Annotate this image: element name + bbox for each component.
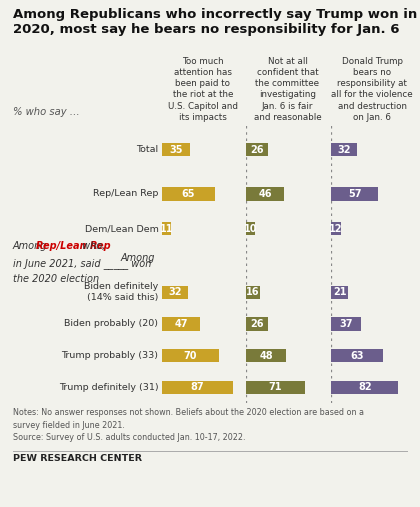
Text: 46: 46	[259, 189, 272, 199]
Text: 63: 63	[350, 350, 364, 360]
Text: 12: 12	[329, 224, 343, 234]
Bar	[247, 349, 286, 362]
Text: 71: 71	[269, 382, 282, 392]
Bar	[247, 143, 268, 156]
Text: 16: 16	[246, 287, 260, 297]
Text: Among Republicans who incorrectly say Trump won in
2020, most say he bears no re: Among Republicans who incorrectly say Tr…	[13, 8, 417, 36]
Bar	[247, 381, 305, 394]
Text: Biden definitely
(14% said this): Biden definitely (14% said this)	[84, 282, 158, 302]
Bar	[162, 317, 200, 331]
Bar	[247, 187, 284, 201]
Text: Not at all
confident that
the committee
investigating
Jan. 6 is fair
and reasona: Not at all confident that the committee …	[254, 57, 321, 122]
Text: Dem/Lean Dem: Dem/Lean Dem	[84, 224, 158, 233]
Bar	[331, 317, 362, 331]
Text: Too much
attention has
been paid to
the riot at the
U.S. Capitol and
its impacts: Too much attention has been paid to the …	[168, 57, 238, 122]
Bar	[162, 285, 188, 299]
Text: 32: 32	[168, 287, 181, 297]
Text: Trump probably (33): Trump probably (33)	[61, 351, 158, 360]
Text: 57: 57	[348, 189, 361, 199]
Text: Rep/Lean Rep: Rep/Lean Rep	[93, 190, 158, 198]
Bar	[162, 349, 219, 362]
Text: 37: 37	[339, 319, 353, 329]
Text: 21: 21	[333, 287, 346, 297]
Text: Trump definitely (31): Trump definitely (31)	[59, 383, 158, 392]
Text: Donald Trump
bears no
responsibility at
all for the violence
and destruction
on : Donald Trump bears no responsibility at …	[331, 57, 413, 122]
Text: 10: 10	[244, 224, 257, 234]
Bar	[162, 381, 233, 394]
Text: PEW RESEARCH CENTER: PEW RESEARCH CENTER	[13, 454, 142, 463]
Text: survey fielded in June 2021.: survey fielded in June 2021.	[13, 421, 124, 430]
Bar	[247, 285, 260, 299]
Text: the 2020 election: the 2020 election	[13, 274, 99, 284]
Text: Among: Among	[121, 252, 158, 263]
Bar	[331, 143, 357, 156]
Text: 26: 26	[250, 144, 264, 155]
Text: 48: 48	[259, 350, 273, 360]
Text: 35: 35	[169, 144, 183, 155]
Text: Biden probably (20): Biden probably (20)	[64, 319, 158, 329]
Text: 11: 11	[160, 224, 173, 234]
Text: 65: 65	[182, 189, 195, 199]
Bar	[247, 222, 255, 235]
Text: in June 2021, said _____ won: in June 2021, said _____ won	[13, 258, 151, 269]
Text: 70: 70	[184, 350, 197, 360]
Bar	[331, 285, 348, 299]
Bar	[162, 222, 171, 235]
Text: Total: Total	[136, 145, 158, 154]
Text: 82: 82	[358, 382, 372, 392]
Text: Source: Survey of U.S. adults conducted Jan. 10-17, 2022.: Source: Survey of U.S. adults conducted …	[13, 433, 245, 443]
Text: Notes: No answer responses not shown. Beliefs about the 2020 election are based : Notes: No answer responses not shown. Be…	[13, 408, 364, 417]
Bar	[331, 222, 341, 235]
Bar	[162, 187, 215, 201]
Bar	[331, 187, 378, 201]
Text: 47: 47	[174, 319, 188, 329]
Text: 87: 87	[191, 382, 204, 392]
Text: Among: Among	[13, 241, 50, 251]
Text: 26: 26	[250, 319, 264, 329]
Text: % who say …: % who say …	[13, 107, 79, 118]
Text: Rep/Lean Rep: Rep/Lean Rep	[36, 241, 110, 251]
Bar	[331, 349, 383, 362]
Text: 32: 32	[338, 144, 351, 155]
Bar	[247, 317, 268, 331]
Bar	[162, 143, 190, 156]
Bar	[331, 381, 399, 394]
Text: who,: who,	[79, 241, 105, 251]
